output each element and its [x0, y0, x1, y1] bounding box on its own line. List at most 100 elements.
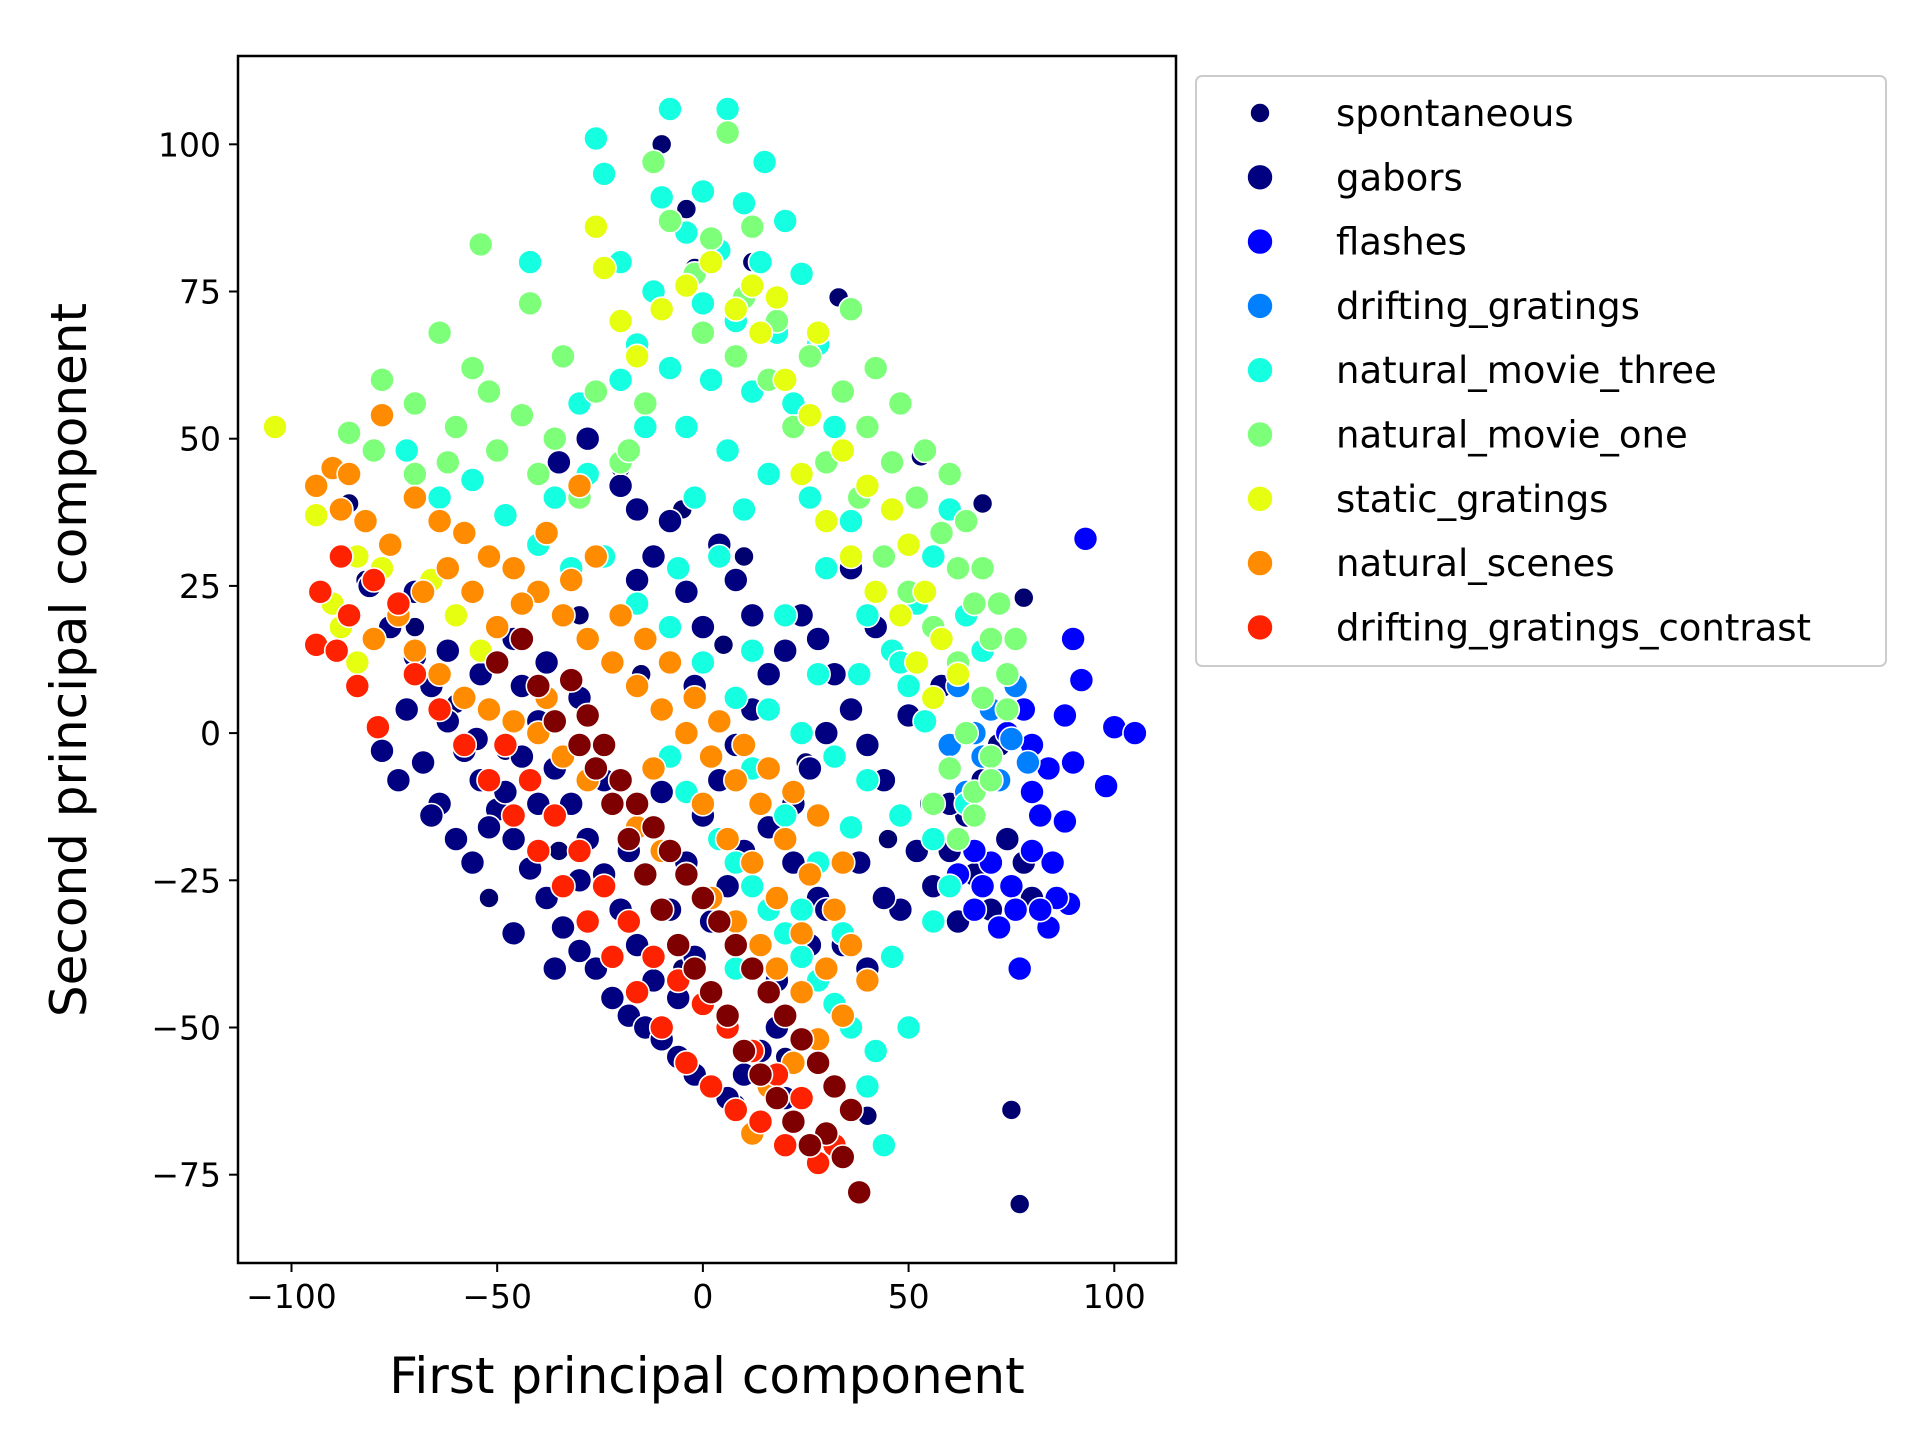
data-point [920, 790, 947, 817]
data-point [788, 979, 815, 1006]
legend-label: drifting_gratings_contrast [1336, 606, 1811, 649]
data-point [698, 366, 724, 393]
data-point [854, 767, 881, 794]
data-point [360, 437, 387, 464]
data-point [558, 567, 585, 593]
data-point [986, 590, 1012, 617]
data-point [426, 319, 453, 346]
data-point [632, 414, 659, 440]
data-point [731, 190, 757, 216]
data-point [722, 767, 749, 794]
data-point [657, 838, 683, 864]
data-point [1015, 749, 1041, 776]
data-point [648, 896, 675, 923]
legend-marker [1246, 613, 1274, 642]
data-point [805, 319, 831, 346]
data-point [755, 661, 782, 688]
data-point [624, 790, 650, 817]
data-point [640, 543, 667, 570]
data-point [920, 543, 947, 570]
data-point [805, 661, 831, 688]
data-point [434, 555, 461, 582]
data-point [574, 908, 601, 935]
data-point [657, 96, 683, 122]
data-point [1012, 586, 1035, 609]
legend-label: static_gratings [1336, 478, 1608, 521]
data-point [624, 496, 650, 523]
data-point [731, 1038, 757, 1064]
data-point [624, 673, 650, 699]
data-point [945, 555, 971, 582]
data-point [772, 208, 799, 234]
data-point [262, 414, 288, 440]
data-point [969, 555, 996, 582]
data-point [648, 184, 675, 211]
data-point [517, 290, 543, 317]
data-point [377, 531, 404, 558]
data-point [509, 626, 535, 652]
data-point [714, 96, 741, 122]
data-point [755, 461, 782, 487]
y-tick-label: −25 [151, 861, 221, 900]
data-point [323, 637, 350, 664]
data-point [607, 602, 634, 629]
data-point [772, 602, 799, 629]
y-axis: −75 −50 −25 0 25 50 75 100 [151, 125, 238, 1195]
data-point [632, 390, 659, 417]
data-point [665, 555, 692, 582]
data-point [583, 543, 609, 570]
data-point [1122, 720, 1148, 746]
data-point [476, 814, 502, 841]
data-point [673, 1050, 700, 1076]
data-point [731, 732, 757, 758]
data-point [722, 296, 749, 323]
data-point [690, 790, 716, 817]
data-point [920, 908, 947, 935]
data-point [969, 873, 996, 900]
data-point [484, 649, 511, 676]
x-tick-label: −100 [246, 1277, 337, 1316]
data-point [838, 696, 864, 723]
data-point [434, 637, 461, 664]
data-point [385, 767, 412, 794]
data-point [426, 508, 453, 534]
data-point [336, 461, 362, 487]
data-point [443, 826, 469, 852]
data-point [509, 590, 535, 617]
data-point [714, 437, 741, 464]
scatter-points [262, 96, 1148, 1215]
data-point [492, 732, 519, 758]
data-point [517, 249, 543, 275]
data-point [846, 1179, 873, 1206]
data-point [764, 1085, 790, 1111]
data-point [484, 614, 511, 640]
data-point [879, 496, 905, 523]
data-point [805, 802, 831, 829]
x-axis-title: First principal component [389, 1347, 1024, 1405]
y-tick-label: 50 [179, 420, 221, 459]
data-point [739, 637, 766, 664]
x-axis: −100 −50 0 50 100 [246, 1263, 1146, 1316]
data-point [1052, 702, 1078, 729]
data-point [953, 508, 980, 534]
data-point [712, 633, 735, 656]
data-point [903, 484, 930, 511]
legend-label: flashes [1336, 221, 1467, 264]
data-point [821, 743, 848, 770]
data-point [1019, 838, 1045, 864]
data-point [541, 708, 568, 735]
data-point [574, 425, 601, 452]
data-point [615, 826, 642, 852]
data-point [566, 472, 593, 499]
data-point [871, 543, 897, 570]
data-point [336, 419, 362, 446]
data-point [459, 467, 486, 493]
data-point [675, 198, 698, 220]
data-point [607, 472, 634, 499]
data-point [648, 1014, 675, 1041]
data-point [583, 755, 609, 782]
data-point [533, 520, 560, 546]
data-point [583, 125, 609, 152]
data-point [813, 508, 840, 534]
